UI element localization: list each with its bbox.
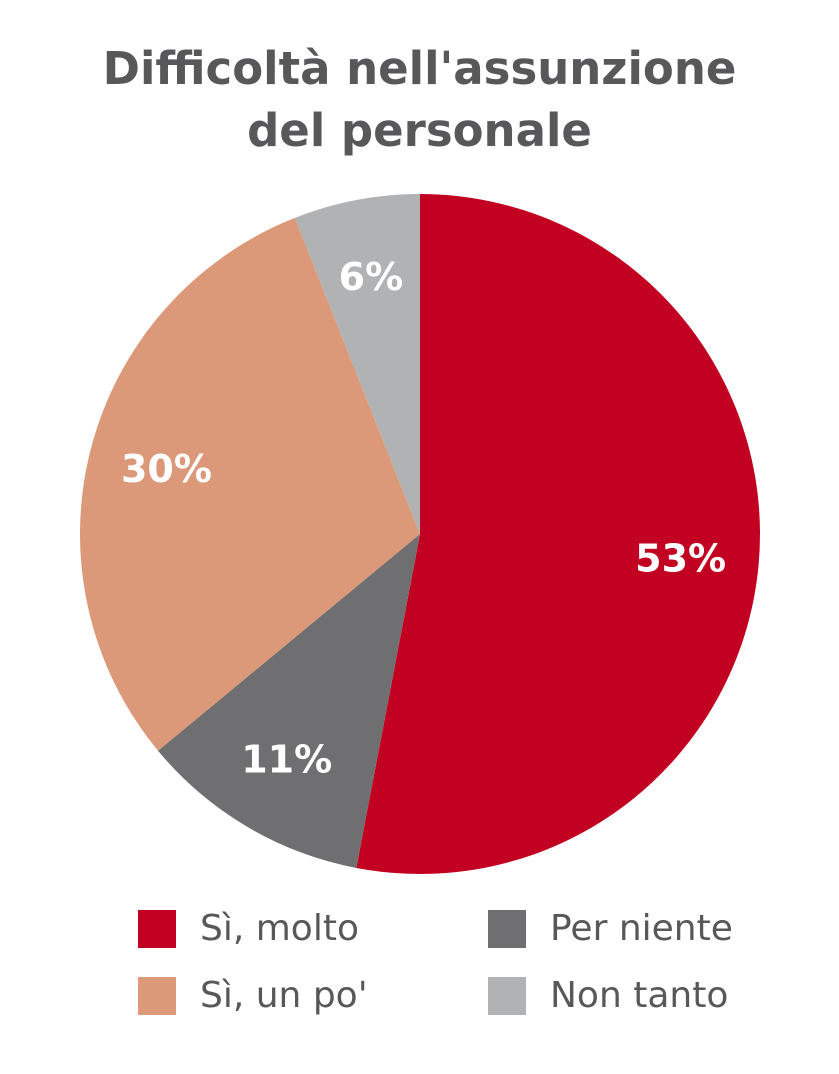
legend-swatch-non-tanto (488, 976, 526, 1015)
chart-title-line-2: del personale (247, 104, 592, 157)
legend-item-per-niente: Per niente (488, 908, 733, 949)
pie-slice-si-un-po (79, 217, 420, 751)
legend-label-non-tanto: Non tanto (550, 975, 729, 1016)
legend-item-si-molto: Sì, molto (138, 908, 359, 949)
legend-swatch-per-niente (488, 909, 526, 948)
pie-label-per-niente: 11% (241, 737, 332, 781)
pie-slice-non-tanto (294, 194, 420, 534)
chart-title-line-1: Difficoltà nell'assunzione (102, 42, 737, 95)
legend-item-si-un-po: Sì, un po' (138, 975, 368, 1016)
pie-label-si-molto: 53% (635, 537, 726, 581)
pie-slice-per-niente (158, 534, 420, 868)
legend-item-non-tanto: Non tanto (488, 975, 728, 1016)
legend-label-si-un-po: Sì, un po' (200, 975, 368, 1016)
pie-label-non-tanto: 6% (339, 255, 404, 299)
pie-chart: 53% 11% 30% 6% (79, 194, 760, 874)
legend-label-si-molto: Sì, molto (200, 908, 359, 949)
legend-swatch-si-un-po (138, 976, 176, 1015)
legend-swatch-si-molto (138, 909, 176, 948)
pie-slice-si-molto (356, 194, 760, 874)
legend-label-per-niente: Per niente (550, 908, 733, 949)
pie-label-si-un-po: 30% (121, 447, 212, 491)
